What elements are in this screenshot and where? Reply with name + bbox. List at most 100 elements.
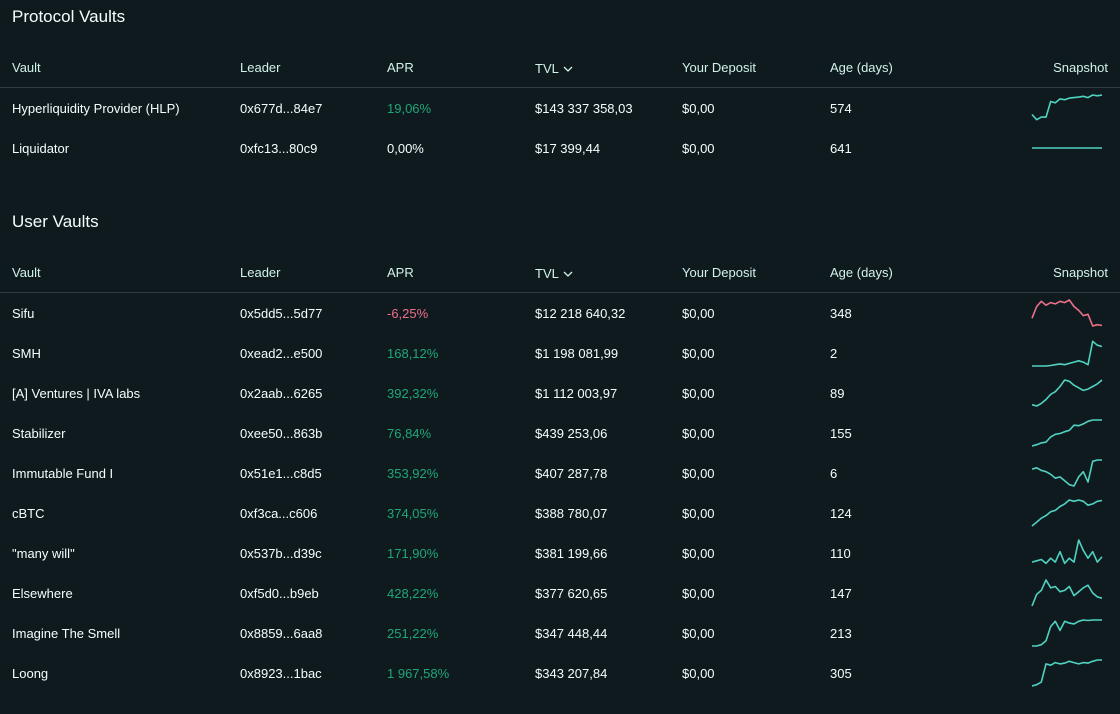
table-row[interactable]: Immutable Fund I 0x51e1...c8d5 353,92% $407… <box>0 453 1120 493</box>
leader-address: 0x8859...6aa8 <box>240 626 323 641</box>
apr-value: 0,00% <box>387 141 424 156</box>
your-deposit-value: $0,00 <box>682 101 715 116</box>
tvl-value: $439 253,06 <box>535 426 608 441</box>
tvl-value: $381 199,66 <box>535 546 608 561</box>
apr-value: 428,22% <box>387 586 439 601</box>
your-deposit-value: $0,00 <box>682 626 715 641</box>
age-value: 574 <box>830 101 852 116</box>
sparkline-line <box>1031 299 1103 327</box>
tvl-value: $1 198 081,99 <box>535 346 619 361</box>
age-value: 2 <box>830 346 838 361</box>
snapshot-sparkline <box>1031 657 1106 689</box>
col-header-your-deposit[interactable]: Your Deposit <box>682 60 756 75</box>
sparkline-chart <box>1031 299 1103 327</box>
leader-address: 0x8923...1bac <box>240 666 322 681</box>
sparkline-line <box>1031 659 1102 687</box>
vault-name: Immutable Fund I <box>12 466 114 481</box>
snapshot-sparkline <box>1031 457 1106 489</box>
your-deposit-value: $0,00 <box>682 466 715 481</box>
age-value: 147 <box>830 586 852 601</box>
sparkline-line <box>1031 499 1103 527</box>
table-row[interactable]: Sifu 0x5dd5...5d77 -6,25% $12 218 640,32 $0,… <box>0 293 1120 333</box>
apr-value: 171,90% <box>387 546 439 561</box>
table-row[interactable]: Elsewhere 0xf5d0...b9eb 428,22% $377 620,65… <box>0 573 1120 613</box>
vault-name: "many will" <box>12 546 75 561</box>
table-row[interactable]: Liquidator 0xfc13...80c9 0,00% $17 399,44 $0… <box>0 128 1120 168</box>
apr-value: 353,92% <box>387 466 439 481</box>
snapshot-sparkline <box>1032 337 1106 369</box>
col-header-snapshot: Snapshot <box>1053 60 1108 75</box>
table-row[interactable]: SMH 0xead2...e500 168,12% $1 198 081,99 $0,0… <box>0 333 1120 373</box>
sparkline-line <box>1032 340 1103 367</box>
snapshot-sparkline <box>1031 377 1106 409</box>
apr-value: 392,32% <box>387 386 439 401</box>
vault-name: Liquidator <box>12 141 70 156</box>
table-header: Vault Leader APR TVL Your Deposit Age (d… <box>0 251 1120 293</box>
table-body: Sifu 0x5dd5...5d77 -6,25% $12 218 640,32 $0,… <box>0 293 1120 693</box>
age-value: 6 <box>830 466 838 481</box>
vault-name: Hyperliquidity Provider (HLP) <box>12 101 180 116</box>
tvl-value: $347 448,44 <box>535 626 608 641</box>
col-header-tvl[interactable]: TVL <box>535 60 573 76</box>
vault-name: SMH <box>12 346 41 361</box>
table-row[interactable]: [A] Ventures | IVA labs 0x2aab...6265 392,… <box>0 373 1120 413</box>
your-deposit-value: $0,00 <box>682 666 715 681</box>
apr-value: 251,22% <box>387 626 439 641</box>
leader-address: 0xead2...e500 <box>240 346 323 361</box>
age-value: 348 <box>830 306 852 321</box>
your-deposit-value: $0,00 <box>682 141 715 156</box>
tvl-value: $343 207,84 <box>535 666 608 681</box>
sparkline-chart <box>1031 94 1103 121</box>
apr-value: 374,05% <box>387 506 439 521</box>
tvl-value: $143 337 358,03 <box>535 101 633 116</box>
leader-address: 0x2aab...6265 <box>240 386 323 401</box>
leader-address: 0xfc13...80c9 <box>240 141 318 156</box>
col-header-leader[interactable]: Leader <box>240 265 281 280</box>
apr-value: 76,84% <box>387 426 432 441</box>
sparkline-chart <box>1031 419 1102 447</box>
col-header-leader[interactable]: Leader <box>240 60 281 75</box>
col-header-apr[interactable]: APR <box>387 60 414 75</box>
sparkline-chart <box>1031 379 1103 407</box>
col-header-age[interactable]: Age (days) <box>830 265 893 280</box>
age-value: 305 <box>830 666 852 681</box>
col-header-your-deposit[interactable]: Your Deposit <box>682 265 756 280</box>
vault-name: Stabilizer <box>12 426 66 441</box>
your-deposit-value: $0,00 <box>682 386 715 401</box>
table-row[interactable]: Hyperliquidity Provider (HLP) 0x677d...84… <box>0 88 1120 128</box>
your-deposit-value: $0,00 <box>682 346 715 361</box>
table-row[interactable]: "many will" 0x537b...d39c 171,90% $381 199,… <box>0 533 1120 573</box>
sparkline-line <box>1031 579 1103 607</box>
sparkline-chart <box>1031 499 1103 527</box>
col-header-tvl-label: TVL <box>535 266 559 281</box>
snapshot-sparkline <box>1031 537 1106 569</box>
table-row[interactable]: Imagine The Smell 0x8859...6aa8 251,22% $34… <box>0 613 1120 653</box>
vault-name: [A] Ventures | IVA labs <box>12 386 141 401</box>
your-deposit-value: $0,00 <box>682 546 715 561</box>
snapshot-sparkline <box>1031 497 1106 529</box>
leader-address: 0x677d...84e7 <box>240 101 323 116</box>
col-header-vault[interactable]: Vault <box>12 265 41 280</box>
col-header-snapshot: Snapshot <box>1053 265 1108 280</box>
tvl-value: $377 620,65 <box>535 586 608 601</box>
table-row[interactable]: Loong 0x8923...1bac 1 967,58% $343 207,84 $0… <box>0 653 1120 693</box>
table-row[interactable]: Stabilizer 0xee50...863b 76,84% $439 253,06… <box>0 413 1120 453</box>
age-value: 155 <box>830 426 852 441</box>
chevron-down-icon <box>563 265 573 280</box>
col-header-tvl[interactable]: TVL <box>535 265 573 281</box>
leader-address: 0xee50...863b <box>240 426 323 441</box>
leader-address: 0x51e1...c8d5 <box>240 466 322 481</box>
col-header-age[interactable]: Age (days) <box>830 60 893 75</box>
vault-name: Sifu <box>12 306 35 321</box>
table-row[interactable]: cBTC 0xf3ca...c606 374,05% $388 780,07 $0,00… <box>0 493 1120 533</box>
col-header-vault[interactable]: Vault <box>12 60 41 75</box>
your-deposit-value: $0,00 <box>682 506 715 521</box>
leader-address: 0xf3ca...c606 <box>240 506 318 521</box>
tvl-value: $1 112 003,97 <box>535 386 618 401</box>
vault-name: Imagine The Smell <box>12 626 121 641</box>
age-value: 641 <box>830 141 852 156</box>
col-header-apr[interactable]: APR <box>387 265 414 280</box>
apr-value: 19,06% <box>387 101 432 116</box>
user-vaults-title: User Vaults <box>12 212 99 231</box>
